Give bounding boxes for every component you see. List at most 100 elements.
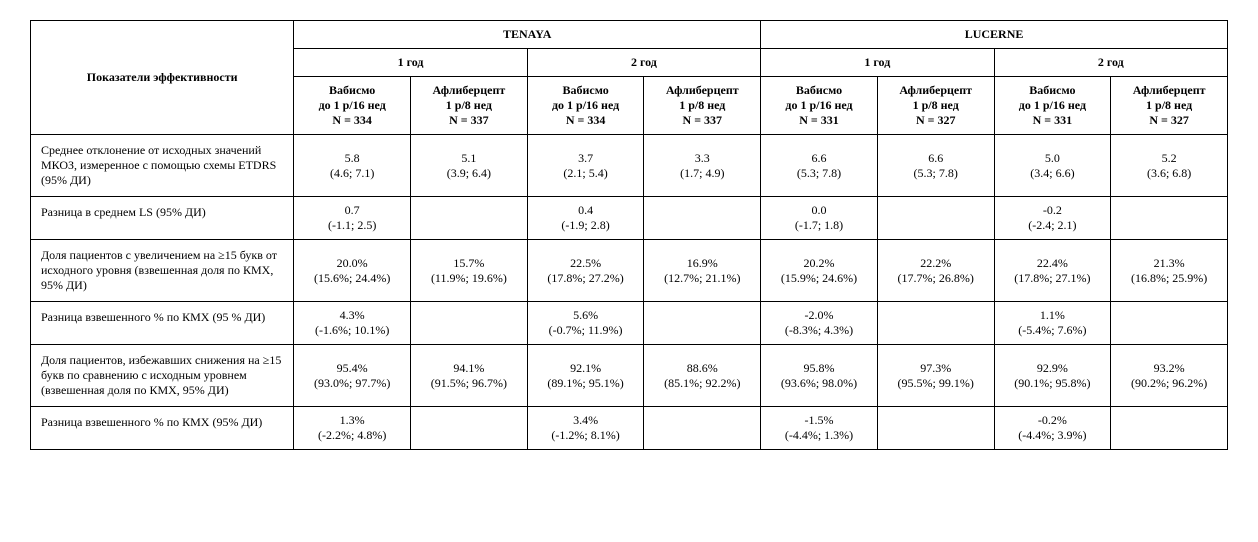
cell-ci: (-0.7%; 11.9%) xyxy=(536,323,636,338)
data-cell: 88.6%(85.1%; 92.2%) xyxy=(644,345,761,407)
data-cell: 1.3%(-2.2%; 4.8%) xyxy=(294,407,411,450)
cell-value: 15.7% xyxy=(419,256,519,271)
data-cell xyxy=(644,407,761,450)
cell-ci: (15.6%; 24.4%) xyxy=(302,271,402,286)
data-cell: 0.7(-1.1; 2.5) xyxy=(294,197,411,240)
cell-ci: (-8.3%; 4.3%) xyxy=(769,323,869,338)
cell-value: 1.3% xyxy=(302,413,402,428)
col-header-tenaya-year1: 1 год xyxy=(294,49,527,77)
col-header-arm: Вабисмо до 1 р/16 нед N = 331 xyxy=(761,77,878,135)
col-header-arm: Вабисмо до 1 р/16 нед N = 334 xyxy=(294,77,411,135)
data-cell: 97.3%(95.5%; 99.1%) xyxy=(877,345,994,407)
data-cell: 20.0%(15.6%; 24.4%) xyxy=(294,240,411,302)
cell-value: -2.0% xyxy=(769,308,869,323)
cell-value: 6.6 xyxy=(886,151,986,166)
col-header-lucerne-year2: 2 год xyxy=(994,49,1227,77)
col-header-lucerne-year1: 1 год xyxy=(761,49,994,77)
cell-ci: (90.2%; 96.2%) xyxy=(1119,376,1219,391)
cell-value: 95.4% xyxy=(302,361,402,376)
cell-value: 3.7 xyxy=(536,151,636,166)
cell-ci: (-4.4%; 3.9%) xyxy=(1003,428,1103,443)
data-cell: 5.8(4.6; 7.1) xyxy=(294,135,411,197)
cell-ci: (-1.6%; 10.1%) xyxy=(302,323,402,338)
table-row: Среднее отклонение от исходных значений … xyxy=(31,135,1228,197)
table-row: Разница взвешенного % по КМХ (95 % ДИ) 4.… xyxy=(31,302,1228,345)
cell-value: 1.1% xyxy=(1003,308,1103,323)
cell-ci: (11.9%; 19.6%) xyxy=(419,271,519,286)
cell-value: 88.6% xyxy=(652,361,752,376)
cell-value: 0.0 xyxy=(769,203,869,218)
cell-ci: (12.7%; 21.1%) xyxy=(652,271,752,286)
cell-value: 95.8% xyxy=(769,361,869,376)
cell-ci: (5.3; 7.8) xyxy=(886,166,986,181)
table-row: Доля пациентов, избежавших снижения на ≥… xyxy=(31,345,1228,407)
cell-value: 22.4% xyxy=(1003,256,1103,271)
cell-ci: (-5.4%; 7.6%) xyxy=(1003,323,1103,338)
cell-value: 0.7 xyxy=(302,203,402,218)
row-label: Доля пациентов, избежавших снижения на ≥… xyxy=(31,345,294,407)
col-header-arm: Афлиберцепт 1 р/8 нед N = 327 xyxy=(1111,77,1228,135)
data-cell: -1.5%(-4.4%; 1.3%) xyxy=(761,407,878,450)
cell-value: 3.3 xyxy=(652,151,752,166)
data-cell: 95.8%(93.6%; 98.0%) xyxy=(761,345,878,407)
data-cell: 94.1%(91.5%; 96.7%) xyxy=(411,345,528,407)
cell-value: 92.1% xyxy=(536,361,636,376)
data-cell xyxy=(1111,407,1228,450)
cell-ci: (-1.7; 1.8) xyxy=(769,218,869,233)
cell-value: 3.4% xyxy=(536,413,636,428)
cell-ci: (15.9%; 24.6%) xyxy=(769,271,869,286)
data-cell xyxy=(1111,302,1228,345)
data-cell xyxy=(411,302,528,345)
cell-ci: (17.7%; 26.8%) xyxy=(886,271,986,286)
cell-ci: (-1.1; 2.5) xyxy=(302,218,402,233)
data-cell: 1.1%(-5.4%; 7.6%) xyxy=(994,302,1111,345)
data-cell xyxy=(411,407,528,450)
col-header-arm: Афлиберцепт 1 р/8 нед N = 337 xyxy=(644,77,761,135)
cell-ci: (3.9; 6.4) xyxy=(419,166,519,181)
data-cell: 92.1%(89.1%; 95.1%) xyxy=(527,345,644,407)
cell-value: 5.6% xyxy=(536,308,636,323)
cell-ci: (17.8%; 27.1%) xyxy=(1003,271,1103,286)
cell-value: 22.2% xyxy=(886,256,986,271)
cell-value: 93.2% xyxy=(1119,361,1219,376)
cell-ci: (-2.2%; 4.8%) xyxy=(302,428,402,443)
data-cell: 5.2(3.6; 6.8) xyxy=(1111,135,1228,197)
data-cell: 15.7%(11.9%; 19.6%) xyxy=(411,240,528,302)
data-cell: 5.1(3.9; 6.4) xyxy=(411,135,528,197)
row-label: Разница в среднем LS (95% ДИ) xyxy=(31,197,294,240)
data-cell: 22.4%(17.8%; 27.1%) xyxy=(994,240,1111,302)
cell-value: 94.1% xyxy=(419,361,519,376)
cell-value: 22.5% xyxy=(536,256,636,271)
data-cell xyxy=(877,302,994,345)
efficacy-table: Показатели эффективности TENAYA LUCERNE … xyxy=(30,20,1228,450)
cell-value: 5.0 xyxy=(1003,151,1103,166)
data-cell xyxy=(411,197,528,240)
data-cell: -2.0%(-8.3%; 4.3%) xyxy=(761,302,878,345)
cell-value: 20.0% xyxy=(302,256,402,271)
cell-value: 4.3% xyxy=(302,308,402,323)
col-header-arm: Афлиберцепт 1 р/8 нед N = 337 xyxy=(411,77,528,135)
cell-ci: (-4.4%; 1.3%) xyxy=(769,428,869,443)
data-cell: 6.6(5.3; 7.8) xyxy=(761,135,878,197)
table-row: Доля пациентов с увеличением на ≥15 букв… xyxy=(31,240,1228,302)
data-cell: 95.4%(93.0%; 97.7%) xyxy=(294,345,411,407)
data-cell: 0.0(-1.7; 1.8) xyxy=(761,197,878,240)
data-cell: 21.3%(16.8%; 25.9%) xyxy=(1111,240,1228,302)
table-row: Разница взвешенного % по КМХ (95% ДИ)1.3… xyxy=(31,407,1228,450)
cell-ci: (95.5%; 99.1%) xyxy=(886,376,986,391)
cell-ci: (5.3; 7.8) xyxy=(769,166,869,181)
data-cell xyxy=(877,407,994,450)
cell-ci: (91.5%; 96.7%) xyxy=(419,376,519,391)
data-cell: 20.2%(15.9%; 24.6%) xyxy=(761,240,878,302)
cell-ci: (93.6%; 98.0%) xyxy=(769,376,869,391)
row-label: Разница взвешенного % по КМХ (95 % ДИ) xyxy=(31,302,294,345)
data-cell: 3.4%(-1.2%; 8.1%) xyxy=(527,407,644,450)
data-cell: 22.5%(17.8%; 27.2%) xyxy=(527,240,644,302)
cell-ci: (85.1%; 92.2%) xyxy=(652,376,752,391)
cell-ci: (-2.4; 2.1) xyxy=(1003,218,1103,233)
data-cell: 93.2%(90.2%; 96.2%) xyxy=(1111,345,1228,407)
data-cell: 6.6(5.3; 7.8) xyxy=(877,135,994,197)
cell-ci: (89.1%; 95.1%) xyxy=(536,376,636,391)
cell-value: 5.1 xyxy=(419,151,519,166)
cell-ci: (1.7; 4.9) xyxy=(652,166,752,181)
